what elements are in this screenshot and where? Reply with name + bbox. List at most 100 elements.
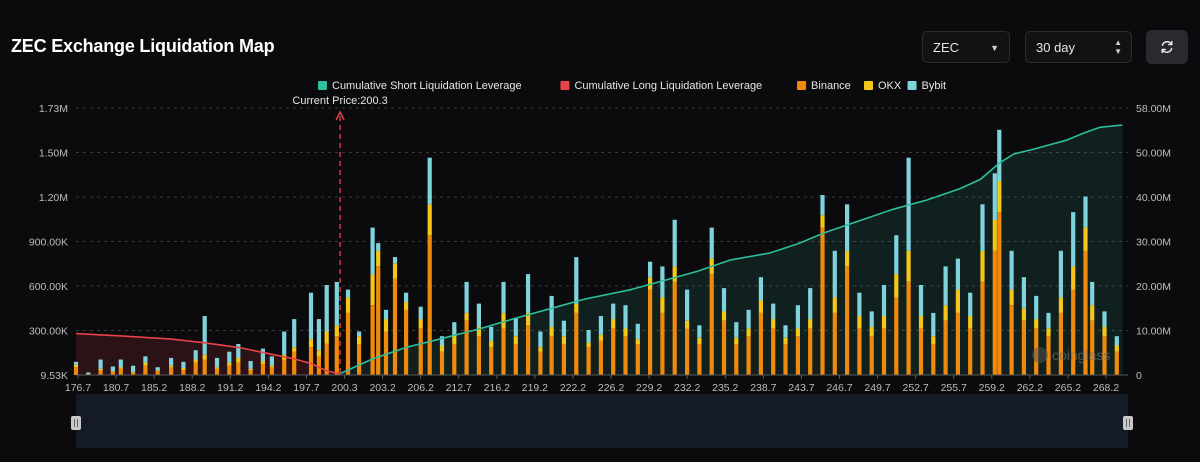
bar-binance [383,331,389,375]
bar-bybit [476,303,481,327]
bar-okx [598,334,603,341]
chevron-down-icon: ▼ [990,43,999,53]
bar-bybit [227,351,232,363]
bar-okx [143,362,148,366]
bar-binance [118,368,123,375]
bar-okx [635,339,640,344]
bar-bybit [538,331,543,347]
bar-binance [143,365,148,375]
bar-binance [345,312,351,375]
bar-bybit [418,306,423,320]
bar-binance [980,281,985,375]
x-tick-label: 212.7 [446,382,472,394]
legend-label-2: Binance [811,80,851,92]
right-tick-label: 20.00M [1136,281,1171,293]
bar-bybit [997,129,1002,181]
zoom-slider[interactable] [71,394,1133,448]
bar-bybit [260,348,265,361]
bar-okx [1083,227,1088,251]
bar-bybit [845,204,850,251]
legend: Cumulative Short Liquidation Leverage Cum… [318,80,946,92]
bar-binance [648,289,653,375]
bar-binance [968,328,973,375]
bar-bybit [118,359,123,368]
right-tick-label: 40.00M [1136,192,1171,204]
range-select[interactable]: 30 day ▲ ▼ [1025,31,1132,63]
bar-bybit [308,292,314,340]
bar-okx [476,326,481,337]
bar-binance [1090,320,1095,375]
x-tick-label: 243.7 [788,382,814,394]
svg-text:coinglass: coinglass [1052,347,1110,363]
range-select-value: 30 day [1036,39,1076,55]
coin-select[interactable]: ZEC ▼ [922,31,1010,63]
refresh-button[interactable] [1146,30,1188,64]
bar-binance [73,367,79,375]
x-tick-label: 203.2 [369,382,395,394]
bar-okx [1102,326,1107,337]
bar-bybit [758,277,763,301]
bar-okx [489,340,494,348]
long-cumulative-line [75,332,341,375]
bar-bybit [202,316,207,355]
bar-binance [746,336,751,375]
bar-okx [1058,297,1063,313]
bar-okx [418,319,423,329]
bar-okx [227,362,232,366]
bar-bybit [672,219,677,267]
bar-binance [464,320,469,375]
bar-binance [376,266,381,375]
bar-bybit [685,289,690,321]
bar-bybit [370,227,375,275]
legend-label-3: OKX [878,80,902,92]
bar-okx [574,303,579,313]
bar-okx [943,305,948,321]
bar-binance [324,344,329,375]
bar-binance [269,367,274,375]
bar-bybit [611,303,616,320]
bar-okx [292,347,297,352]
x-tick-label: 219.2 [522,382,548,394]
bar-okx [427,204,432,236]
bar-bybit [452,322,457,335]
bar-bybit [598,316,603,335]
x-tick-label: 262.2 [1017,382,1043,394]
bar-binance [1071,289,1076,375]
bar-binance [549,336,554,375]
bar-binance [202,359,207,375]
bar-binance [1102,336,1107,375]
bar-binance [227,365,232,375]
x-tick-label: 235.2 [712,382,738,394]
bar-bybit [383,309,389,320]
bar-bybit [1034,295,1039,320]
left-tick-label: 300.00K [29,326,68,338]
bar-bybit [214,357,220,368]
bar-okx [73,364,79,368]
bar-bybit [869,311,874,327]
bar-okx [439,345,445,352]
bar-binance [808,328,813,375]
bar-bybit [292,319,297,347]
bar-okx [501,312,506,329]
x-tick-label: 185.2 [141,382,167,394]
grid [76,107,1128,376]
bar-okx [881,316,887,329]
bar-binance [574,312,579,375]
bar-bybit [881,285,887,316]
bar-binance [820,227,825,375]
bar-okx [236,357,241,363]
bar-binance [236,362,241,375]
bar-okx [86,373,91,375]
bar-okx [980,250,985,282]
bar-okx [1090,305,1095,321]
x-tick-label: 268.2 [1093,382,1119,394]
bar-bybit [943,266,948,306]
bar-binance [489,347,494,375]
bar-binance [260,364,265,375]
bar-okx [1114,345,1119,352]
cumulative-lines [75,124,1123,375]
bar-bybit [992,173,997,220]
bar-okx [110,371,115,372]
coin-select-value: ZEC [933,39,959,55]
bar-okx [586,342,591,348]
